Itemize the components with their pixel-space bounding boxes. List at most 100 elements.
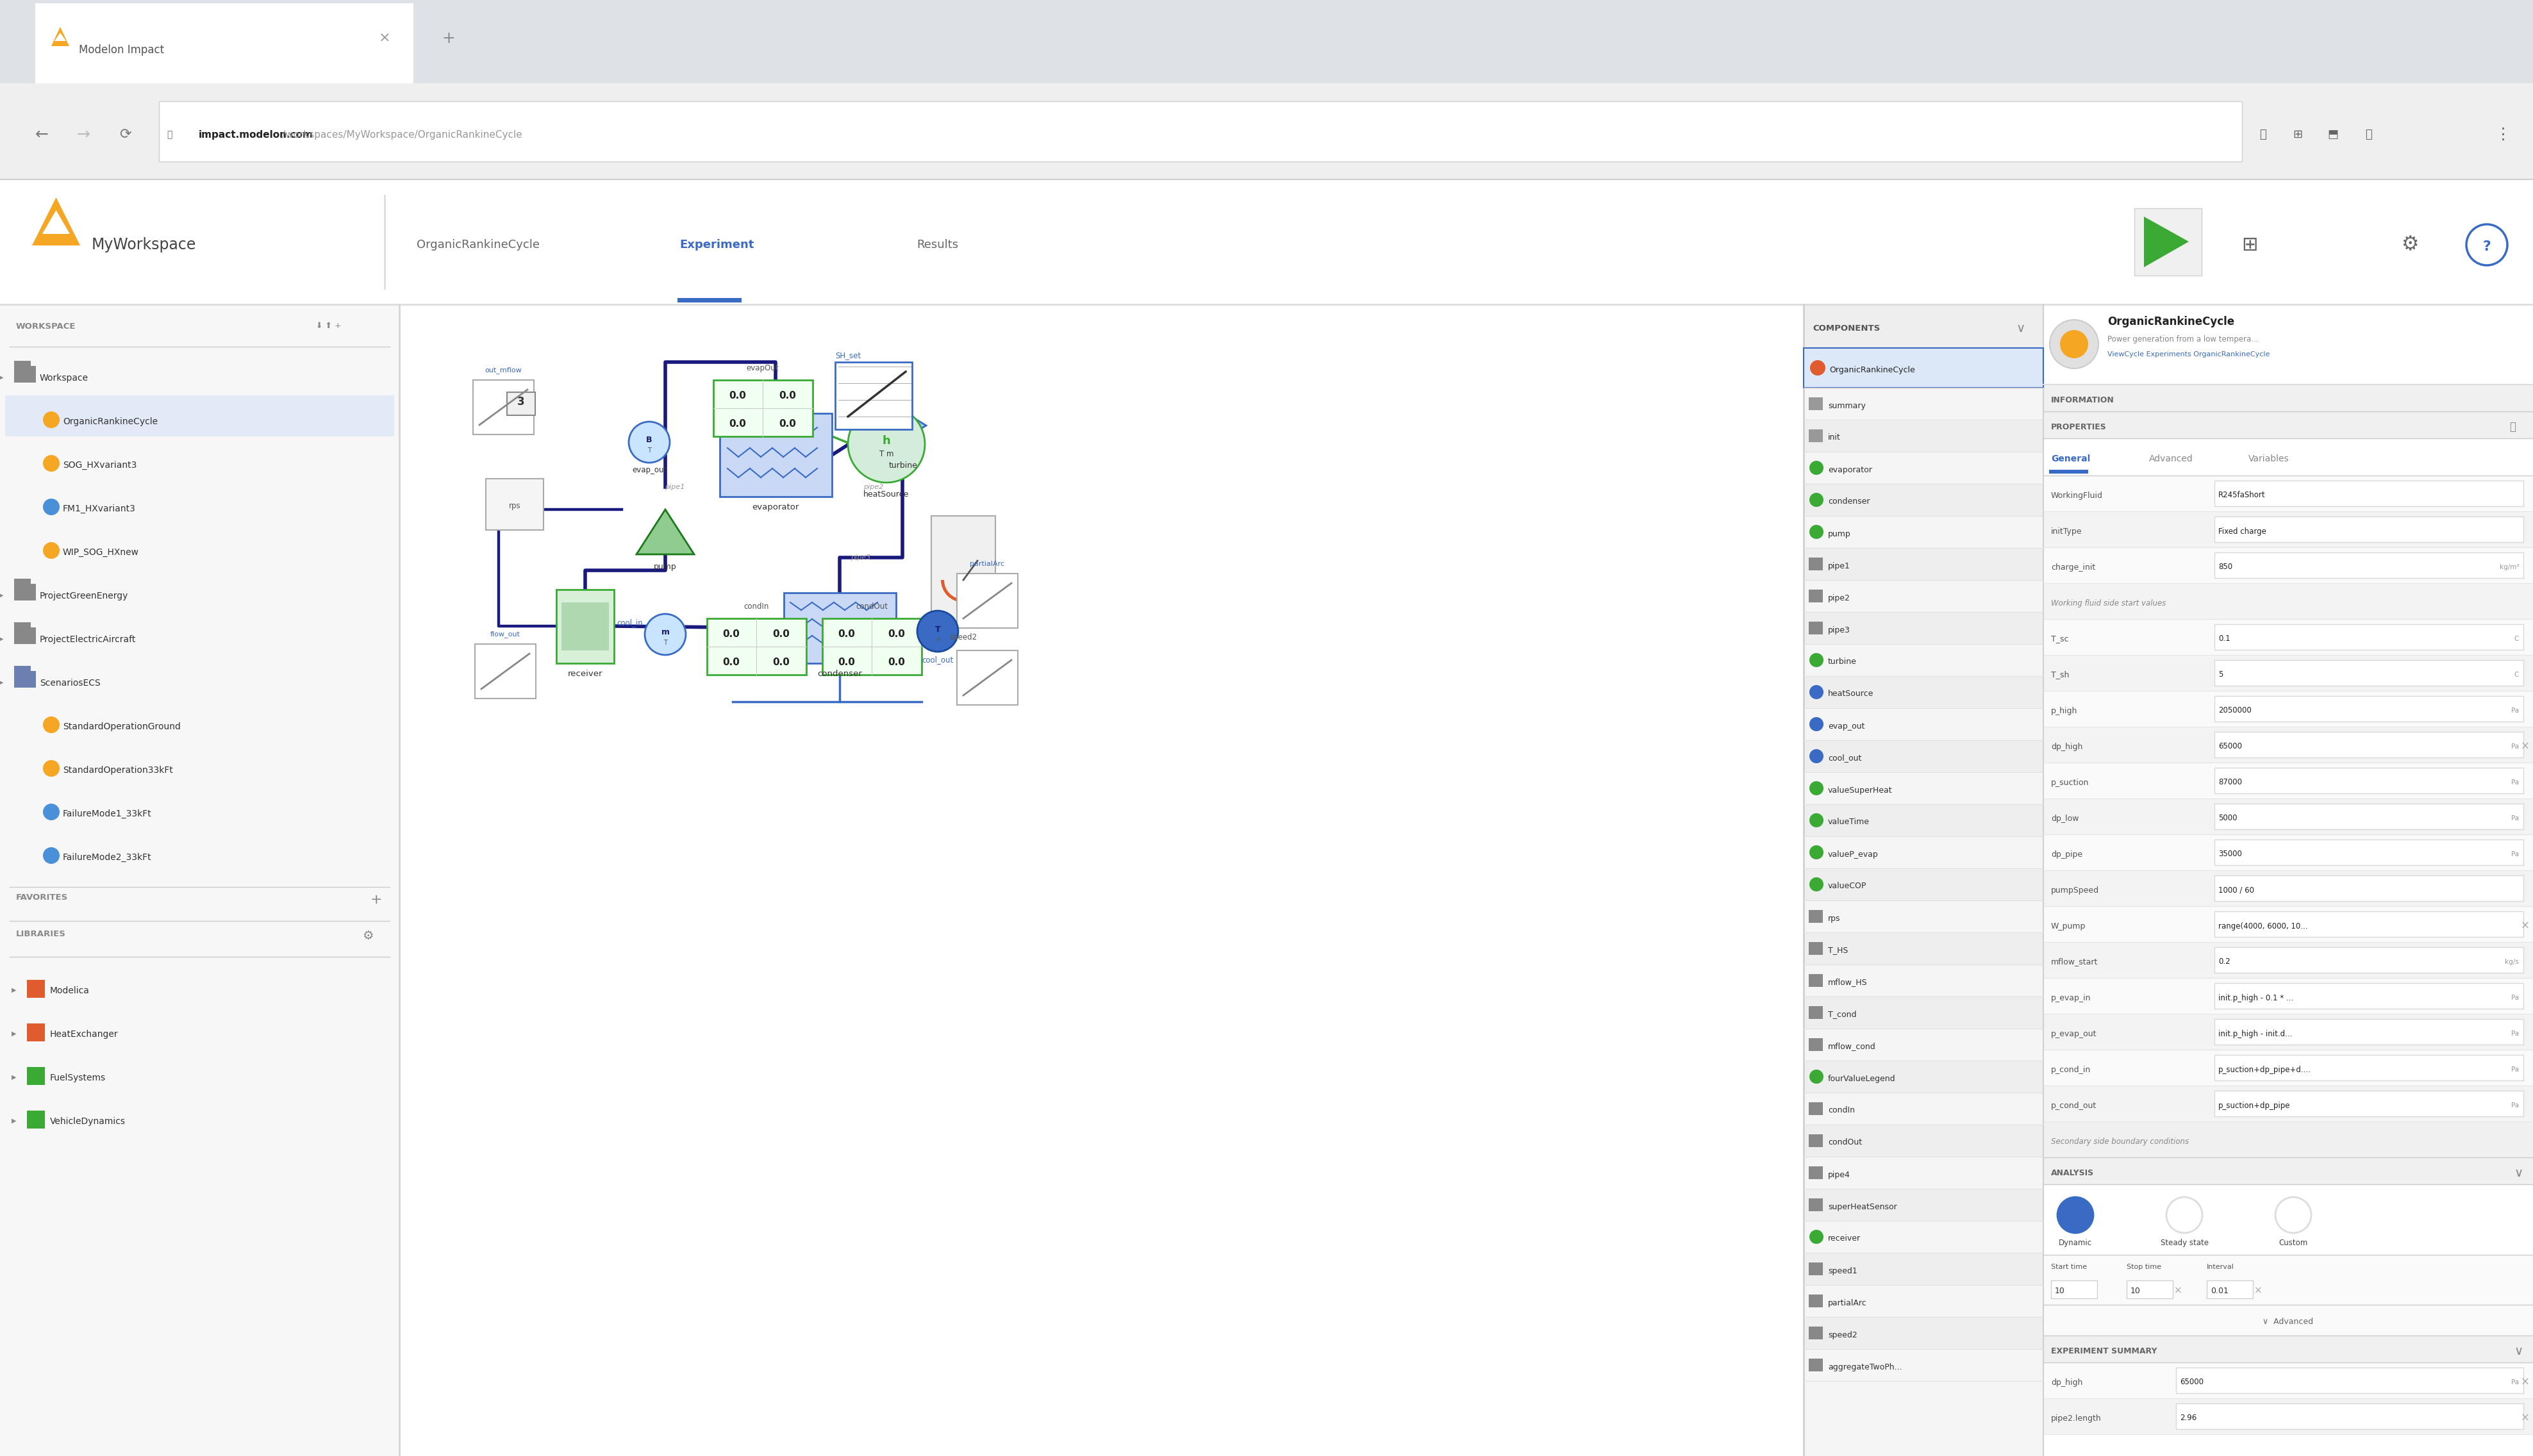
Text: 0.0: 0.0 (780, 419, 795, 430)
Bar (2044, 798, 2533, 834)
Circle shape (43, 498, 61, 515)
Text: T_sh: T_sh (2052, 671, 2069, 678)
Circle shape (1809, 686, 1824, 699)
Bar (1809, 942, 1824, 955)
Text: pump: pump (654, 562, 676, 571)
Bar (5, 396, 395, 437)
Bar (1803, 644, 2044, 676)
Bar (2214, 660, 2523, 686)
Text: 10: 10 (2130, 1287, 2140, 1294)
Text: m: m (661, 629, 669, 636)
Bar (15, 671, 35, 687)
Bar (1809, 558, 1824, 571)
Bar (1803, 579, 2044, 612)
Bar (2044, 584, 2533, 619)
Circle shape (1809, 878, 1824, 891)
Bar (1803, 1028, 2044, 1060)
Bar (2206, 1280, 2252, 1299)
Bar (957, 574, 1018, 628)
Text: T_cond: T_cond (1829, 1010, 1857, 1019)
Text: 0.0: 0.0 (838, 629, 856, 639)
Text: kg/s: kg/s (2505, 958, 2518, 965)
Text: T_HS: T_HS (1829, 946, 1849, 955)
Text: evaporator: evaporator (752, 504, 798, 511)
Text: Pa: Pa (2510, 1102, 2518, 1108)
Text: dp_pipe: dp_pipe (2052, 850, 2082, 859)
Circle shape (917, 610, 957, 652)
Bar (1803, 804, 2044, 836)
Text: FAVORITES: FAVORITES (15, 894, 68, 901)
Bar (1803, 836, 2044, 868)
Text: 0.0: 0.0 (773, 658, 790, 667)
Text: cool_out: cool_out (1829, 754, 1862, 763)
Text: kg/m³: kg/m³ (2500, 563, 2518, 571)
Text: LIBRARIES: LIBRARIES (15, 930, 66, 938)
Bar (1803, 547, 2044, 579)
Text: range(4000, 6000, 10...: range(4000, 6000, 10... (2219, 922, 2308, 930)
Text: 10: 10 (2054, 1287, 2064, 1294)
Bar (2214, 696, 2523, 722)
Text: ▶: ▶ (0, 636, 3, 642)
Text: ∨: ∨ (2016, 323, 2026, 335)
Text: mflow_HS: mflow_HS (1829, 978, 1867, 987)
Bar (1809, 1134, 1824, 1147)
Text: mflow_start: mflow_start (2052, 958, 2097, 967)
Text: rps: rps (509, 502, 522, 511)
Text: init.p_high - init.d...: init.p_high - init.d... (2219, 1029, 2292, 1038)
Bar (2052, 1280, 2097, 1299)
Text: superHeatSensor: superHeatSensor (1829, 1203, 1897, 1211)
Text: OrganicRankineCycle: OrganicRankineCycle (2107, 316, 2234, 328)
Bar (1809, 1262, 1824, 1275)
Bar (15, 584, 35, 600)
Bar (2214, 840, 2523, 865)
Text: Pa: Pa (2510, 852, 2518, 858)
Bar (2044, 1013, 2533, 1050)
Text: speed2: speed2 (1829, 1331, 1857, 1340)
Bar (15, 365, 35, 383)
Circle shape (2049, 320, 2097, 368)
Bar (2044, 1184, 2533, 1255)
Bar (1803, 900, 2044, 932)
Text: heatSource: heatSource (864, 491, 909, 498)
Text: ×: × (2520, 920, 2530, 932)
Text: turbine: turbine (1829, 658, 1857, 667)
Bar (1803, 515, 2044, 547)
Bar (0, 83, 2533, 179)
Text: Results: Results (917, 239, 957, 250)
Text: flow_out: flow_out (489, 630, 519, 638)
Bar (507, 392, 534, 415)
Text: ▶: ▶ (13, 1118, 18, 1124)
Text: T: T (648, 447, 651, 454)
Text: C: C (2515, 671, 2518, 678)
Bar (2044, 727, 2533, 763)
Text: pumpSpeed: pumpSpeed (2052, 885, 2100, 894)
Text: 5: 5 (2219, 671, 2224, 678)
Text: PROPERTIES: PROPERTIES (2052, 422, 2107, 431)
Bar (2044, 438, 2533, 476)
Text: pipe1: pipe1 (1829, 562, 1849, 571)
Text: ∨  Advanced: ∨ Advanced (2262, 1318, 2313, 1326)
Text: evap_out: evap_out (631, 466, 666, 475)
Bar (557, 590, 613, 664)
Bar (1803, 304, 2044, 348)
Text: T: T (664, 639, 666, 646)
Bar (2214, 625, 2523, 649)
Bar (1803, 348, 2044, 387)
Bar (1803, 932, 2044, 964)
Bar (2176, 1404, 2523, 1430)
Bar (486, 479, 545, 530)
Text: FailureMode2_33kFt: FailureMode2_33kFt (63, 853, 152, 862)
Bar (2044, 1305, 2533, 1335)
Text: COMPONENTS: COMPONENTS (1814, 325, 1879, 333)
Text: n: n (935, 636, 940, 642)
Text: Dynamic: Dynamic (2059, 1239, 2092, 1248)
Text: 2050000: 2050000 (2219, 706, 2252, 715)
Circle shape (1809, 846, 1824, 859)
Text: initType: initType (2052, 527, 2082, 536)
Bar (1809, 430, 1824, 443)
Text: evap_out: evap_out (1829, 722, 1864, 731)
Text: ViewCycle Experiments OrganicRankineCycle: ViewCycle Experiments OrganicRankineCycl… (2107, 351, 2270, 358)
Bar (2214, 767, 2523, 794)
Text: 65000: 65000 (2181, 1379, 2204, 1386)
Bar (1809, 1038, 1824, 1051)
